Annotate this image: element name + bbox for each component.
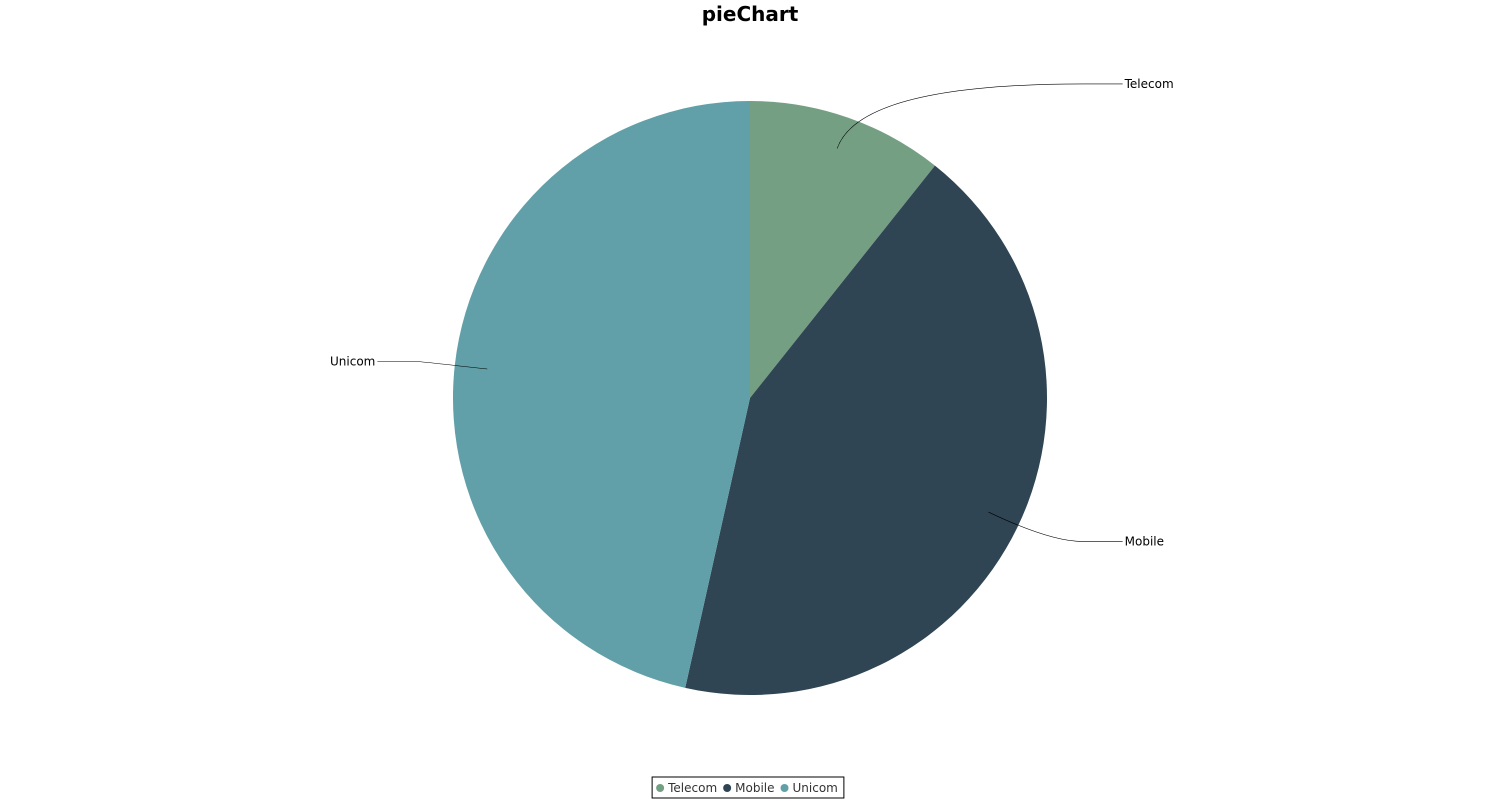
slice-label-mobile: Mobile [1125, 535, 1164, 549]
label-leader-lines [377, 83, 1123, 542]
legend-item-unicom[interactable]: Unicom [793, 781, 838, 795]
legend-marker-mobile [723, 784, 732, 792]
slice-label-telecom: Telecom [1124, 77, 1174, 91]
legend-box [651, 776, 845, 799]
slice-label-unicom: Unicom [330, 355, 375, 369]
slice-labels: Telecom Mobile Unicom [330, 77, 1174, 549]
legend-marker-unicom [780, 784, 789, 792]
leader-line-unicom [377, 361, 488, 370]
leader-line-telecom [836, 83, 1123, 149]
legend-marker-telecom [656, 784, 665, 792]
leader-line-mobile [988, 511, 1123, 542]
pie-slice-unicom[interactable] [452, 100, 750, 688]
pie-slice-telecom[interactable] [750, 101, 935, 398]
pie-slices [452, 100, 1048, 696]
legend-item-telecom[interactable]: Telecom [667, 781, 717, 795]
legend-item-mobile[interactable]: Mobile [735, 781, 774, 795]
legend: Telecom Mobile Unicom [651, 776, 845, 799]
pie-slice-mobile[interactable] [685, 165, 1048, 696]
chart-title: pieChart [702, 2, 799, 26]
